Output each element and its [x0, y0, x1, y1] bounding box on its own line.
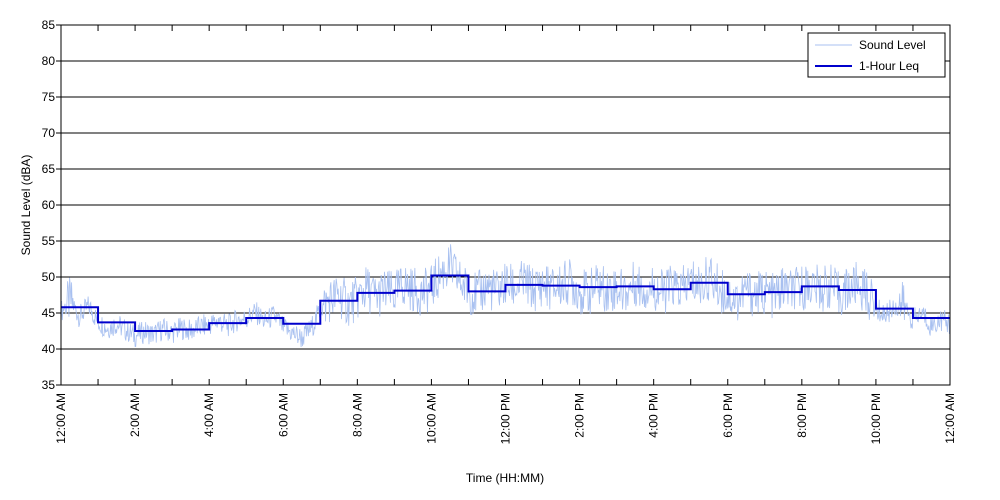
y-tick-label: 45: [42, 306, 56, 320]
y-tick-label: 70: [42, 126, 56, 140]
x-axis-label: Time (HH:MM): [466, 471, 544, 485]
x-tick-label: 10:00 PM: [869, 393, 883, 444]
y-tick-label: 50: [42, 270, 56, 284]
x-tick-label: 2:00 AM: [128, 393, 142, 437]
y-axis-label: Sound Level (dBA): [19, 155, 33, 256]
x-tick-label: 12:00 PM: [499, 393, 513, 444]
y-tick-label: 60: [42, 198, 56, 212]
legend-label-sound-level: Sound Level: [859, 38, 926, 52]
legend-label-1-hour-leq: 1-Hour Leq: [859, 59, 919, 73]
x-tick-label: 6:00 AM: [276, 393, 290, 437]
legend-box: [807, 32, 946, 78]
y-axis-ticks: 35 40 45 50 55 60 65 70 75 80 85: [42, 18, 61, 392]
x-axis-ticks: 12:00 AM 2:00 AM 4:00 AM 6:00 AM 8:00 AM 10:0…: [54, 25, 957, 444]
x-tick-label: 12:00 AM: [943, 393, 957, 444]
x-tick-label: 2:00 PM: [573, 393, 587, 438]
y-tick-label: 40: [42, 342, 56, 356]
x-tick-label: 10:00 AM: [424, 393, 438, 444]
legend: Sound Level 1-Hour Leq: [807, 32, 946, 78]
grid-lines: [61, 60, 950, 350]
y-tick-label: 35: [42, 378, 56, 392]
y-tick-label: 75: [42, 90, 56, 104]
y-tick-label: 55: [42, 234, 56, 248]
x-tick-label: 8:00 AM: [350, 393, 364, 437]
x-tick-label: 4:00 PM: [647, 393, 661, 438]
series-layer: [60, 244, 951, 347]
x-tick-label: 8:00 PM: [795, 393, 809, 438]
y-tick-label: 85: [42, 18, 56, 32]
y-tick-label: 65: [42, 162, 56, 176]
x-tick-label: 4:00 AM: [202, 393, 216, 437]
x-tick-label: 6:00 PM: [721, 393, 735, 438]
y-tick-label: 80: [42, 54, 56, 68]
plot-frame: [60, 24, 951, 386]
x-tick-label: 12:00 AM: [54, 393, 68, 444]
series-1-hour-leq: [61, 274, 950, 332]
